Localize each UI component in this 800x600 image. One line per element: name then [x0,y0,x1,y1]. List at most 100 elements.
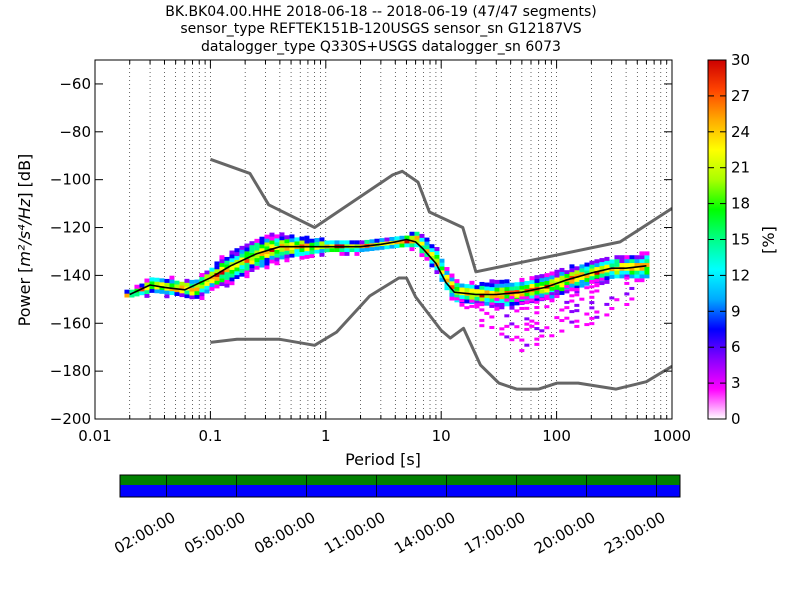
density-cell [214,280,220,285]
density-cell [639,274,645,279]
density-cell [589,268,595,273]
density-cell [504,279,510,284]
density-cell [319,241,325,246]
density-cell [519,281,525,286]
density-cell [414,243,420,248]
density-cell [264,242,270,247]
density-cell [574,273,580,278]
density-cell [274,249,280,254]
density-cell [284,242,290,247]
density-cell [419,237,425,242]
density-cell [254,254,260,259]
x-tick-label: 0.1 [198,427,222,445]
density-cell [564,266,570,271]
density-cell [434,270,440,275]
density-cell [479,293,485,298]
density-cell [144,286,150,291]
outlier-cell [499,306,505,310]
density-cell [644,270,650,275]
density-cell [284,246,290,251]
density-cell [434,266,440,271]
density-cell [269,244,275,249]
density-cell [359,248,365,253]
density-cell [269,259,275,264]
density-cell [574,281,580,286]
density-cell [344,240,350,245]
density-cell [444,274,450,279]
outlier-cell [569,294,575,298]
density-cell [459,295,465,300]
timeline-tick-label: 11:00:00 [321,508,388,557]
density-cell [504,286,510,291]
density-cell [244,243,250,248]
density-cell [304,243,310,248]
density-cell [404,243,410,248]
density-cell [299,236,305,241]
outlier-cell [574,309,580,313]
density-cell [439,270,445,275]
density-cell [234,267,240,272]
density-cell [519,285,525,290]
density-cell [224,264,230,269]
density-cell [199,288,205,293]
outlier-cell [554,316,560,320]
colorbar-tick-label: 9 [731,302,741,320]
density-cell [549,271,555,276]
density-cell [509,298,515,303]
outlier-cell [564,306,570,310]
density-cell [264,249,270,254]
density-cell [284,239,290,244]
density-cell [409,231,415,236]
density-cell [229,269,235,274]
outlier-cell [469,299,475,303]
density-cell [184,282,190,287]
density-cell [234,263,240,268]
density-cell [299,251,305,256]
outlier-cell [534,327,540,331]
density-cell [149,288,155,293]
density-cell [449,273,455,278]
density-cell [579,279,585,284]
density-cell [274,238,280,243]
density-cell [494,283,500,288]
density-cell [229,281,235,286]
density-cell [429,259,435,264]
outlier-cell [469,304,475,308]
density-cell [559,275,565,280]
outlier-cell [559,329,565,333]
density-cell [609,274,615,279]
density-cell [599,265,605,270]
density-cell [289,242,295,247]
density-cell [249,260,255,265]
density-cell [269,236,275,241]
density-cell [174,280,180,285]
density-cell [564,273,570,278]
density-cell [124,293,130,298]
outlier-cell [479,324,485,328]
density-cell [234,248,240,253]
density-cell [144,278,150,283]
density-cell [634,274,640,279]
title-line-1: BK.BK04.00.HHE 2018-06-18 -- 2018-06-19 … [165,4,597,20]
coverage-bar [120,475,680,485]
density-cell [269,251,275,256]
density-cell [244,247,250,252]
density-cell [604,276,610,281]
density-cell [264,265,270,270]
density-cell [229,250,235,255]
density-cell [414,239,420,244]
density-cell [514,301,520,306]
outlier-cell [514,309,520,313]
density-cell [504,302,510,307]
density-cell [474,289,480,294]
density-cell [514,282,520,287]
density-cell [449,277,455,282]
density-cell [524,281,530,286]
density-cell [144,293,150,298]
density-cell [519,277,525,282]
outlier-cell [584,286,590,290]
density-cell [454,294,460,299]
density-cell [249,256,255,261]
outlier-cell [479,303,485,307]
density-cell [169,283,175,288]
